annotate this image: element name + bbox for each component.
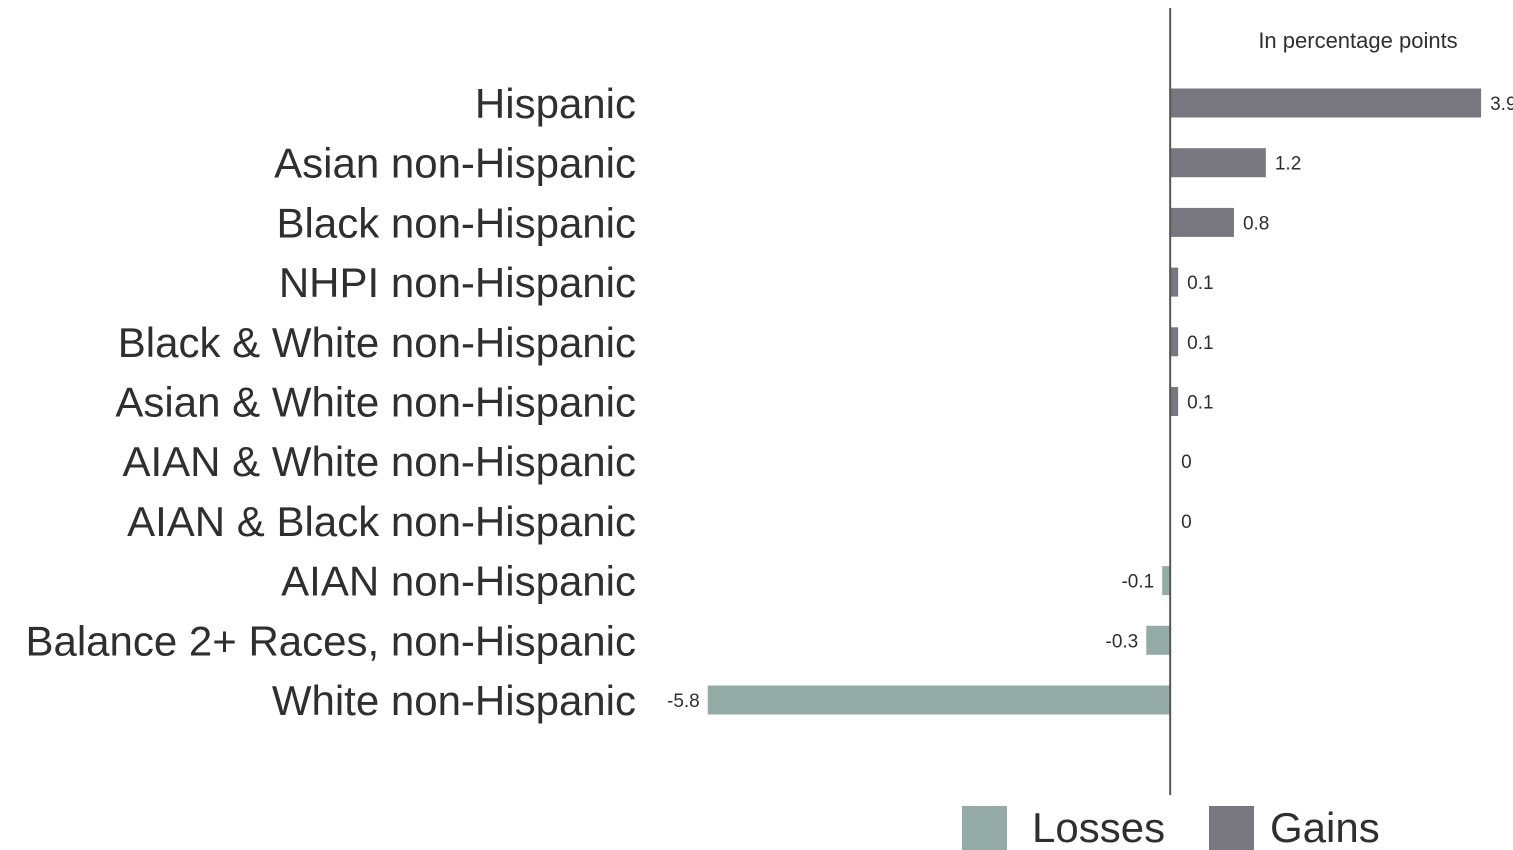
category-label: Asian & White non-Hispanic bbox=[115, 379, 636, 426]
category-label: AIAN non-Hispanic bbox=[281, 558, 636, 605]
value-label: 0.1 bbox=[1187, 273, 1213, 294]
category-label: Balance 2+ Races, non-Hispanic bbox=[25, 617, 636, 664]
value-label: -0.3 bbox=[1106, 631, 1139, 652]
bars-layer: Hispanic 3.9 Asian non-Hispanic 1.2 Black no… bbox=[25, 80, 1513, 724]
bar-gain bbox=[1170, 207, 1234, 237]
bar-gain bbox=[1170, 387, 1179, 416]
legend-swatch-losses bbox=[962, 806, 1007, 850]
category-label: Black non-Hispanic bbox=[276, 199, 636, 246]
value-label: 0.1 bbox=[1187, 333, 1213, 354]
value-label: 1.2 bbox=[1275, 154, 1301, 175]
category-label: Hispanic bbox=[475, 80, 636, 127]
category-label: Asian non-Hispanic bbox=[274, 140, 636, 187]
category-label: AIAN & Black non-Hispanic bbox=[127, 498, 636, 545]
value-label: 0 bbox=[1181, 452, 1192, 473]
legend-label-gains: Gains bbox=[1270, 804, 1380, 850]
bar-gain bbox=[1170, 88, 1482, 118]
bar-loss bbox=[1162, 566, 1171, 596]
category-label: AIAN & White non-Hispanic bbox=[122, 438, 636, 485]
legend: Losses Gains bbox=[962, 804, 1380, 850]
value-label: 0.1 bbox=[1187, 393, 1213, 414]
bar-loss bbox=[707, 685, 1171, 715]
value-label: 0 bbox=[1181, 512, 1192, 533]
legend-label-losses: Losses bbox=[1032, 804, 1165, 850]
category-label: NHPI non-Hispanic bbox=[279, 259, 636, 306]
unit-note: In percentage points bbox=[1258, 28, 1457, 53]
category-label: Black & White non-Hispanic bbox=[118, 319, 636, 366]
legend-swatch-gains bbox=[1209, 806, 1254, 850]
value-label: -5.8 bbox=[667, 691, 700, 712]
category-label: White non-Hispanic bbox=[272, 677, 636, 724]
bar-loss bbox=[1146, 625, 1171, 655]
value-label: -0.1 bbox=[1121, 572, 1154, 593]
value-label: 0.8 bbox=[1243, 213, 1269, 234]
value-label: 3.9 bbox=[1490, 94, 1513, 115]
bar-gain bbox=[1170, 267, 1179, 297]
bar-gain bbox=[1170, 148, 1266, 178]
bar-gain bbox=[1170, 327, 1179, 357]
